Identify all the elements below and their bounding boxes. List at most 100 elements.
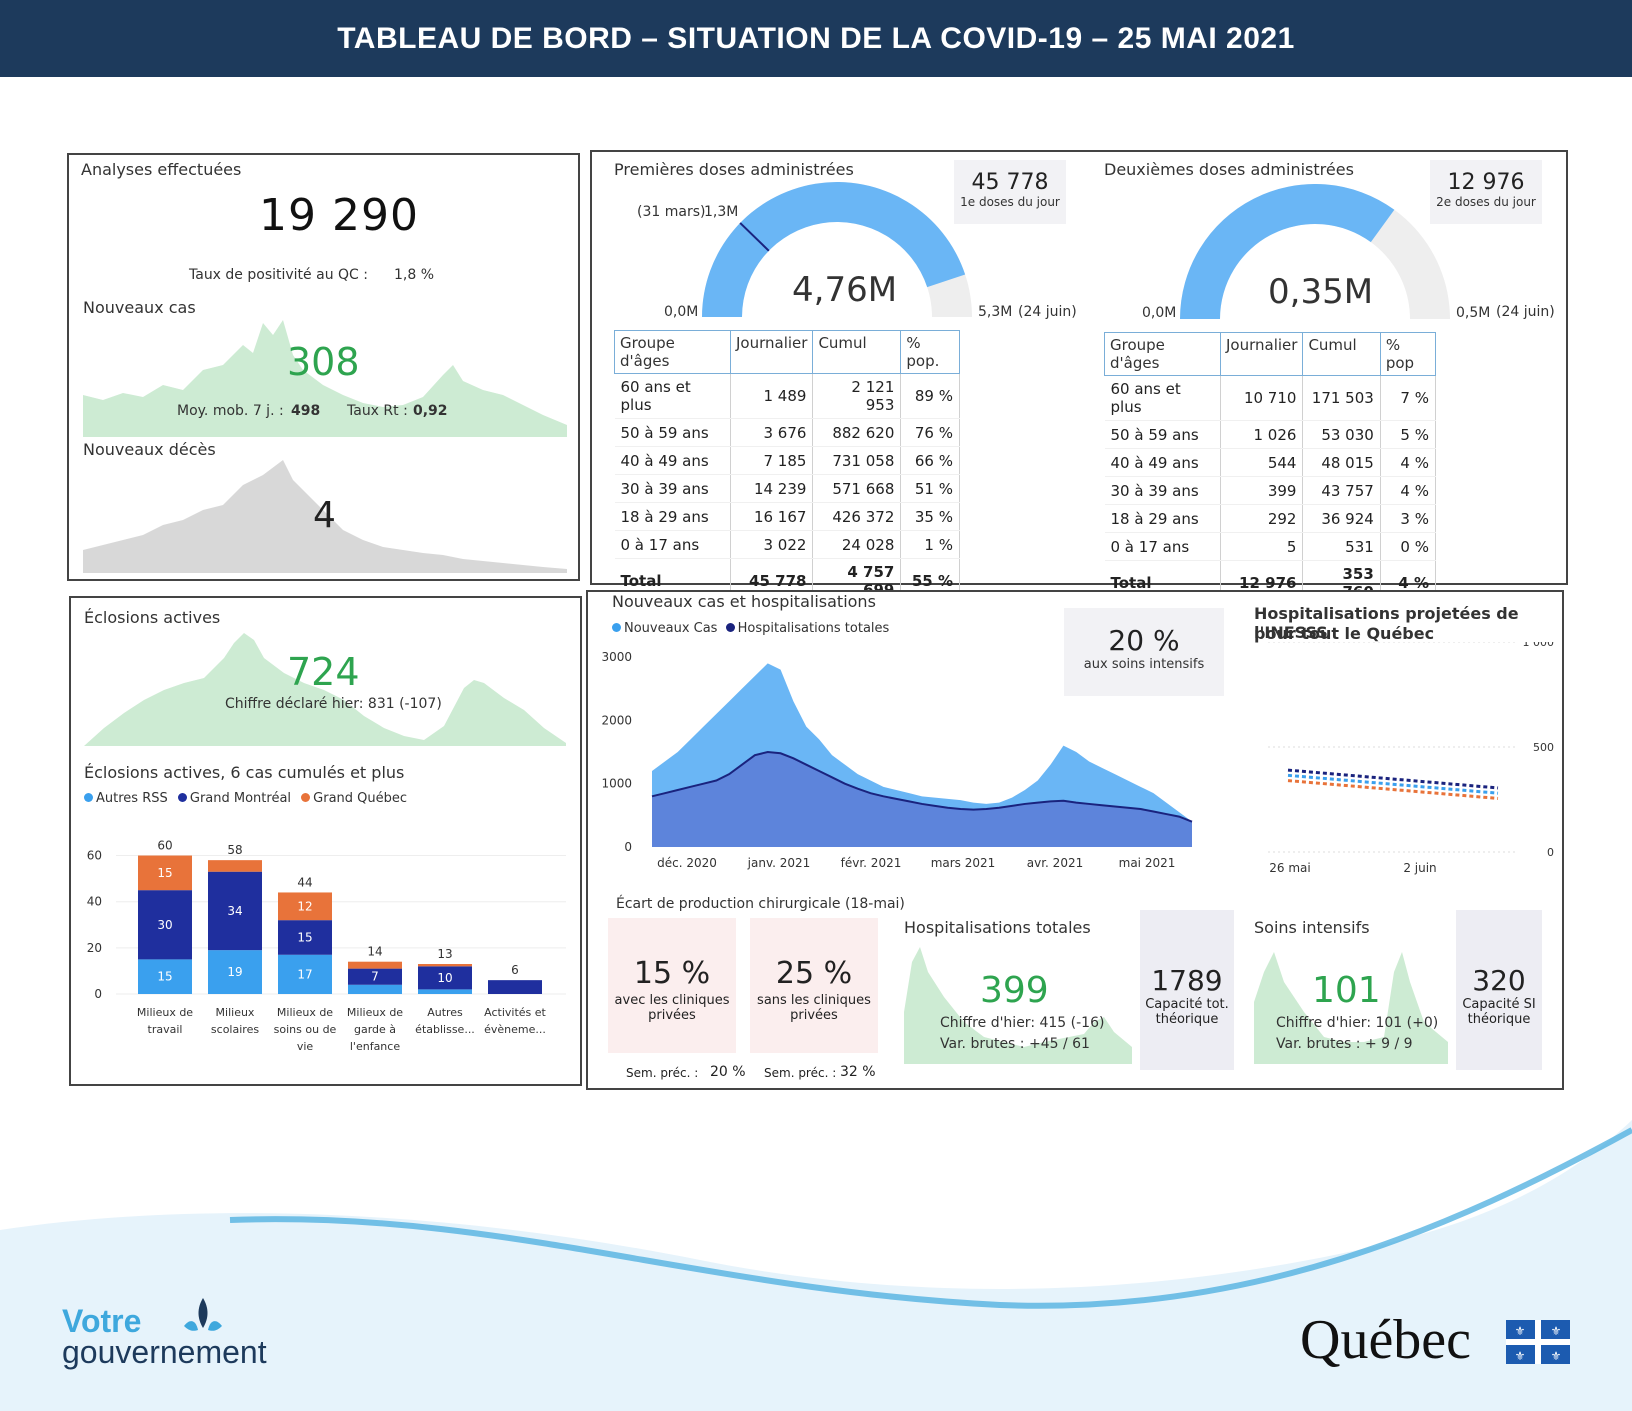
doses2-cell: 53 030 xyxy=(1302,420,1381,449)
bar-segment[interactable] xyxy=(208,860,262,872)
doses1-cell: 0 à 17 ans xyxy=(614,530,731,559)
doses1-col-daily[interactable]: Journalier xyxy=(729,330,814,374)
hosp-cap-label-2: théorique xyxy=(1155,1012,1219,1027)
doses1-kpi-value: 45 778 xyxy=(971,170,1049,195)
x-tick-label: mars 2021 xyxy=(931,856,996,870)
hosp-cap-box: 1789 Capacité tot. théorique xyxy=(1140,910,1234,1070)
doses1-cell: 66 % xyxy=(900,446,960,475)
bar-segment[interactable] xyxy=(348,968,402,985)
doses2-cell: 544 xyxy=(1220,448,1304,477)
doses2-max: 0,5M xyxy=(1456,305,1491,321)
dashboard-title: TABLEAU DE BORD – SITUATION DE LA COVID-… xyxy=(0,0,1632,77)
bar-segment[interactable] xyxy=(418,989,472,994)
eclosions-note: Chiffre déclaré hier: 831 (-107) xyxy=(225,696,442,712)
doses1-cell: 3 676 xyxy=(730,418,814,447)
si-title: Soins intensifs xyxy=(1254,918,1370,937)
bar-segment[interactable] xyxy=(418,966,472,990)
table-row: 18 à 29 ans 16 167 426 372 35 % xyxy=(614,502,960,531)
bar-segment-label: 30 xyxy=(157,918,172,932)
bar-segment[interactable] xyxy=(208,871,262,951)
icu-pct: 20 % xyxy=(1108,624,1180,657)
hosp-area[interactable] xyxy=(652,752,1192,847)
si-cap-box: 320 Capacité SI théorique xyxy=(1456,910,1542,1070)
proj-title-1: Hospitalisations projetées de l'INESSS xyxy=(1254,604,1519,642)
doses2-gauge xyxy=(1180,184,1450,319)
doses2-col-cumul[interactable]: Cumul xyxy=(1302,332,1381,376)
projection-line[interactable] xyxy=(1287,779,1499,800)
projection-line[interactable] xyxy=(1287,768,1499,790)
bar-segment-label: 10 xyxy=(437,971,452,985)
x-tick-label: mai 2021 xyxy=(1119,856,1176,870)
doses2-cell: 30 à 39 ans xyxy=(1104,476,1221,505)
x-category-label: établisse... xyxy=(415,1023,475,1036)
doses1-cell: 18 à 29 ans xyxy=(614,502,731,531)
x-tick-label: 2 juin xyxy=(1403,861,1436,875)
si-cap-label-1: Capacité SI xyxy=(1462,997,1536,1012)
hosp-legend: Nouveaux Cas Hospitalisations totales xyxy=(612,621,889,636)
icu-kpi: 20 % aux soins intensifs xyxy=(1064,608,1224,696)
projection-line[interactable] xyxy=(1287,773,1499,795)
bar-segment[interactable] xyxy=(418,964,472,967)
doses1-kpi-label: 1e doses du jour xyxy=(960,195,1060,209)
doses2-cell: 36 924 xyxy=(1302,504,1381,533)
doses2-col-group[interactable]: Groupe d'âges xyxy=(1104,332,1221,376)
doses2-cell: 18 à 29 ans xyxy=(1104,504,1221,533)
doses1-col-pct[interactable]: % pop. xyxy=(900,330,960,374)
doses2-kpi-label: 2e doses du jour xyxy=(1436,195,1536,209)
legend-autres-rss: Autres RSS xyxy=(96,791,168,806)
doses2-col-daily[interactable]: Journalier xyxy=(1219,332,1304,376)
doses2-col-pct[interactable]: % pop xyxy=(1379,332,1437,376)
bar-segment[interactable] xyxy=(138,855,192,891)
doses2-kpi-value: 12 976 xyxy=(1447,170,1525,195)
si-value: 101 xyxy=(1312,970,1381,1011)
doses2-cell: 5 % xyxy=(1380,420,1437,449)
doses2-cell: 60 ans et plus xyxy=(1104,375,1221,421)
x-category-label: garde à xyxy=(354,1023,396,1036)
bar-segment[interactable] xyxy=(348,984,402,994)
bar-segment[interactable] xyxy=(138,890,192,960)
doses2-title: Deuxièmes doses administrées xyxy=(1104,160,1354,179)
cases-hosp-chart: 0 1000 2000 3000 déc. 2020 janv. 2021 févr. 20… xyxy=(602,650,1193,870)
doses1-col-cumul[interactable]: Cumul xyxy=(812,330,902,374)
y-tick-label: 0 xyxy=(1547,846,1554,859)
doses1-min: 0,0M xyxy=(664,304,699,320)
x-category-label: Milieux de xyxy=(347,1006,403,1019)
bar-segment-label: 15 xyxy=(157,866,172,880)
eclosions-legend: Autres RSS Grand Montréal Grand Québec xyxy=(84,791,407,806)
bar-segment[interactable] xyxy=(138,959,192,994)
fleur-de-lis-icon xyxy=(184,1298,222,1331)
bar-segment[interactable] xyxy=(208,950,262,994)
new-cases-title: Nouveaux cas xyxy=(83,298,196,317)
hosp-line[interactable] xyxy=(651,750,1193,823)
doses1-cell: 7 185 xyxy=(730,446,814,475)
surg1-prev-value: 20 % xyxy=(710,1064,746,1080)
y-tick-label: 1000 xyxy=(602,777,632,791)
quebec-flag-icon: ⚜ ⚜ ⚜ ⚜ xyxy=(1506,1320,1570,1364)
bar-segment[interactable] xyxy=(278,954,332,994)
eclosions-bar-chart: 0 20 40 60 15 30 15 60 Milieux de travail 19 34 58 Mi… xyxy=(87,839,566,1053)
doses1-center: 4,76M xyxy=(792,270,898,310)
x-category-label: Autres xyxy=(427,1006,463,1019)
positivity-label: Taux de positivité au QC : xyxy=(189,267,368,283)
surg1-value: 15 % xyxy=(633,956,711,991)
votre-gouvernement-logo: Votre gouvernement xyxy=(62,1305,267,1368)
doses1-kpi: 45 778 1e doses du jour xyxy=(954,160,1066,224)
bar-segment-label: 7 xyxy=(371,970,379,984)
bar-total-label: 13 xyxy=(437,947,452,961)
inesss-projection-chart: 0 500 1 000 26 mai 2 juin xyxy=(1268,642,1554,875)
table-row: 0 à 17 ans 5 531 0 % xyxy=(1104,532,1437,561)
bar-segment[interactable] xyxy=(278,892,332,921)
table-row: 50 à 59 ans 3 676 882 620 76 % xyxy=(614,418,960,447)
doses1-cell: 40 à 49 ans xyxy=(614,446,731,475)
doses2-kpi: 12 976 2e doses du jour xyxy=(1430,160,1542,224)
hosp-total-sparkline xyxy=(904,947,1132,1064)
eclosions-sparkline xyxy=(84,633,566,746)
bar-segment[interactable] xyxy=(278,920,332,955)
deaths-sparkline xyxy=(83,460,567,573)
bar-segment[interactable] xyxy=(488,980,542,994)
doses2-cell: 4 % xyxy=(1380,448,1437,477)
quebec-wordmark: Québec xyxy=(1300,1309,1472,1371)
table-row: 40 à 49 ans 7 185 731 058 66 % xyxy=(614,446,960,475)
bar-segment[interactable] xyxy=(348,961,402,969)
doses1-col-group[interactable]: Groupe d'âges xyxy=(614,330,731,374)
